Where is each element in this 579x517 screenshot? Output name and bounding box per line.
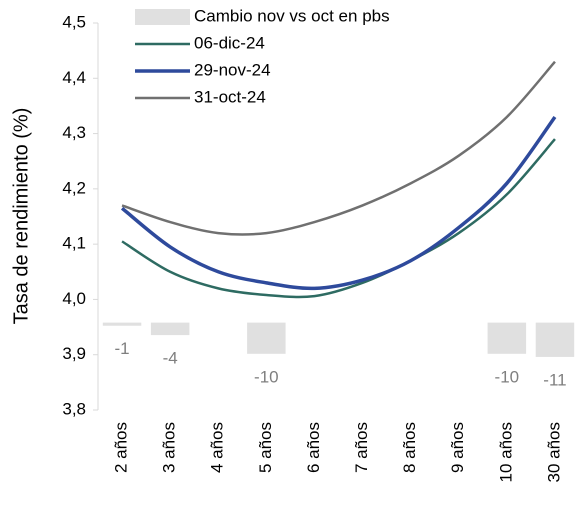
legend-swatch [135, 9, 190, 25]
line [121, 138, 556, 299]
x-tick-label: 6 años [304, 422, 323, 473]
bar [150, 322, 190, 336]
y-tick-label: 3,9 [62, 344, 86, 363]
y-axis-label: Tasa de rendimiento (%) [10, 108, 32, 325]
data-label: -1 [114, 339, 129, 358]
y-tick-label: 4,4 [62, 68, 86, 87]
data-label: -11 [543, 370, 566, 389]
bar [535, 322, 575, 357]
y-tick-label: 3,8 [62, 399, 86, 418]
legend-label: 06-dic-24 [194, 33, 265, 52]
x-tick-label: 2 años [112, 422, 131, 473]
x-tick-label: 10 años [496, 422, 515, 483]
legend-label: 31-oct-24 [194, 87, 266, 106]
x-tick-label: 30 años [544, 422, 563, 483]
y-tick-label: 4,1 [62, 234, 86, 253]
data-label: -10 [254, 367, 279, 386]
line [120, 115, 557, 291]
legend-label: 29-nov-24 [194, 60, 271, 79]
line [121, 60, 556, 236]
bar [487, 322, 527, 354]
bar [247, 322, 286, 354]
data-label: -10 [495, 367, 520, 386]
x-tick-label: 8 años [400, 422, 419, 473]
y-tick-label: 4,2 [62, 178, 86, 197]
legend-label: Cambio nov vs oct en pbs [194, 6, 390, 25]
x-tick-label: 9 años [448, 422, 467, 473]
y-tick-label: 4,3 [62, 123, 86, 142]
x-tick-label: 4 años [208, 422, 227, 473]
data-label: -4 [163, 349, 178, 368]
y-tick-label: 4,5 [62, 12, 86, 31]
x-tick-label: 3 años [160, 422, 179, 473]
bar [102, 322, 142, 326]
y-tick-label: 4,0 [62, 289, 86, 308]
x-tick-label: 5 años [256, 422, 275, 473]
x-tick-label: 7 años [352, 422, 371, 473]
